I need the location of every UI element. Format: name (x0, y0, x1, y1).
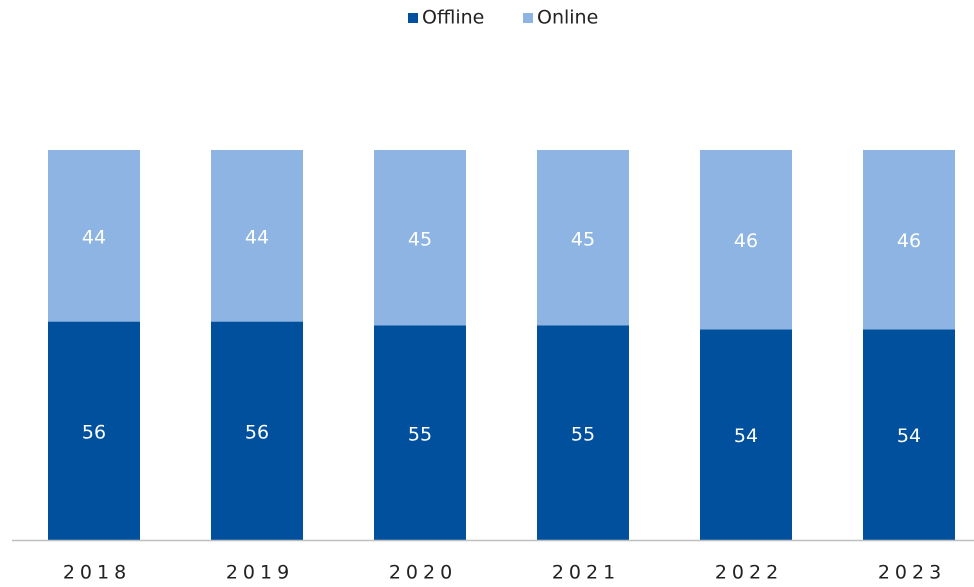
bar-segment (537, 150, 629, 326)
bar-segment (211, 321, 303, 540)
bar-segment (374, 150, 466, 326)
x-tick-label: 2021 (552, 562, 620, 584)
data-label: 56 (245, 421, 269, 443)
legend-label: Offline (422, 7, 484, 29)
bar-segment (700, 329, 792, 540)
data-label: 44 (82, 226, 106, 248)
data-label: 54 (734, 425, 758, 447)
bar-segment (48, 150, 140, 322)
bar-segment (48, 321, 140, 540)
bar-segment (211, 150, 303, 322)
data-label: 55 (408, 423, 432, 445)
x-tick-label: 2022 (715, 562, 783, 584)
data-label: 46 (897, 230, 921, 252)
legend-swatch (523, 13, 533, 23)
data-label: 45 (408, 228, 432, 250)
data-label: 46 (734, 230, 758, 252)
bar-segment (863, 329, 955, 540)
bar-segment (700, 150, 792, 330)
bar-segment (537, 325, 629, 540)
data-label: 45 (571, 228, 595, 250)
data-label: 55 (571, 423, 595, 445)
x-tick-label: 2019 (226, 562, 294, 584)
bar-segment (374, 325, 466, 540)
data-label: 56 (82, 421, 106, 443)
bar-segment (863, 150, 955, 330)
legend-label: Online (537, 7, 598, 29)
data-label: 54 (897, 425, 921, 447)
x-tick-label: 2023 (878, 562, 946, 584)
data-label: 44 (245, 226, 269, 248)
x-tick-label: 2018 (63, 562, 131, 584)
x-tick-label: 2020 (389, 562, 457, 584)
legend-swatch (408, 13, 418, 23)
